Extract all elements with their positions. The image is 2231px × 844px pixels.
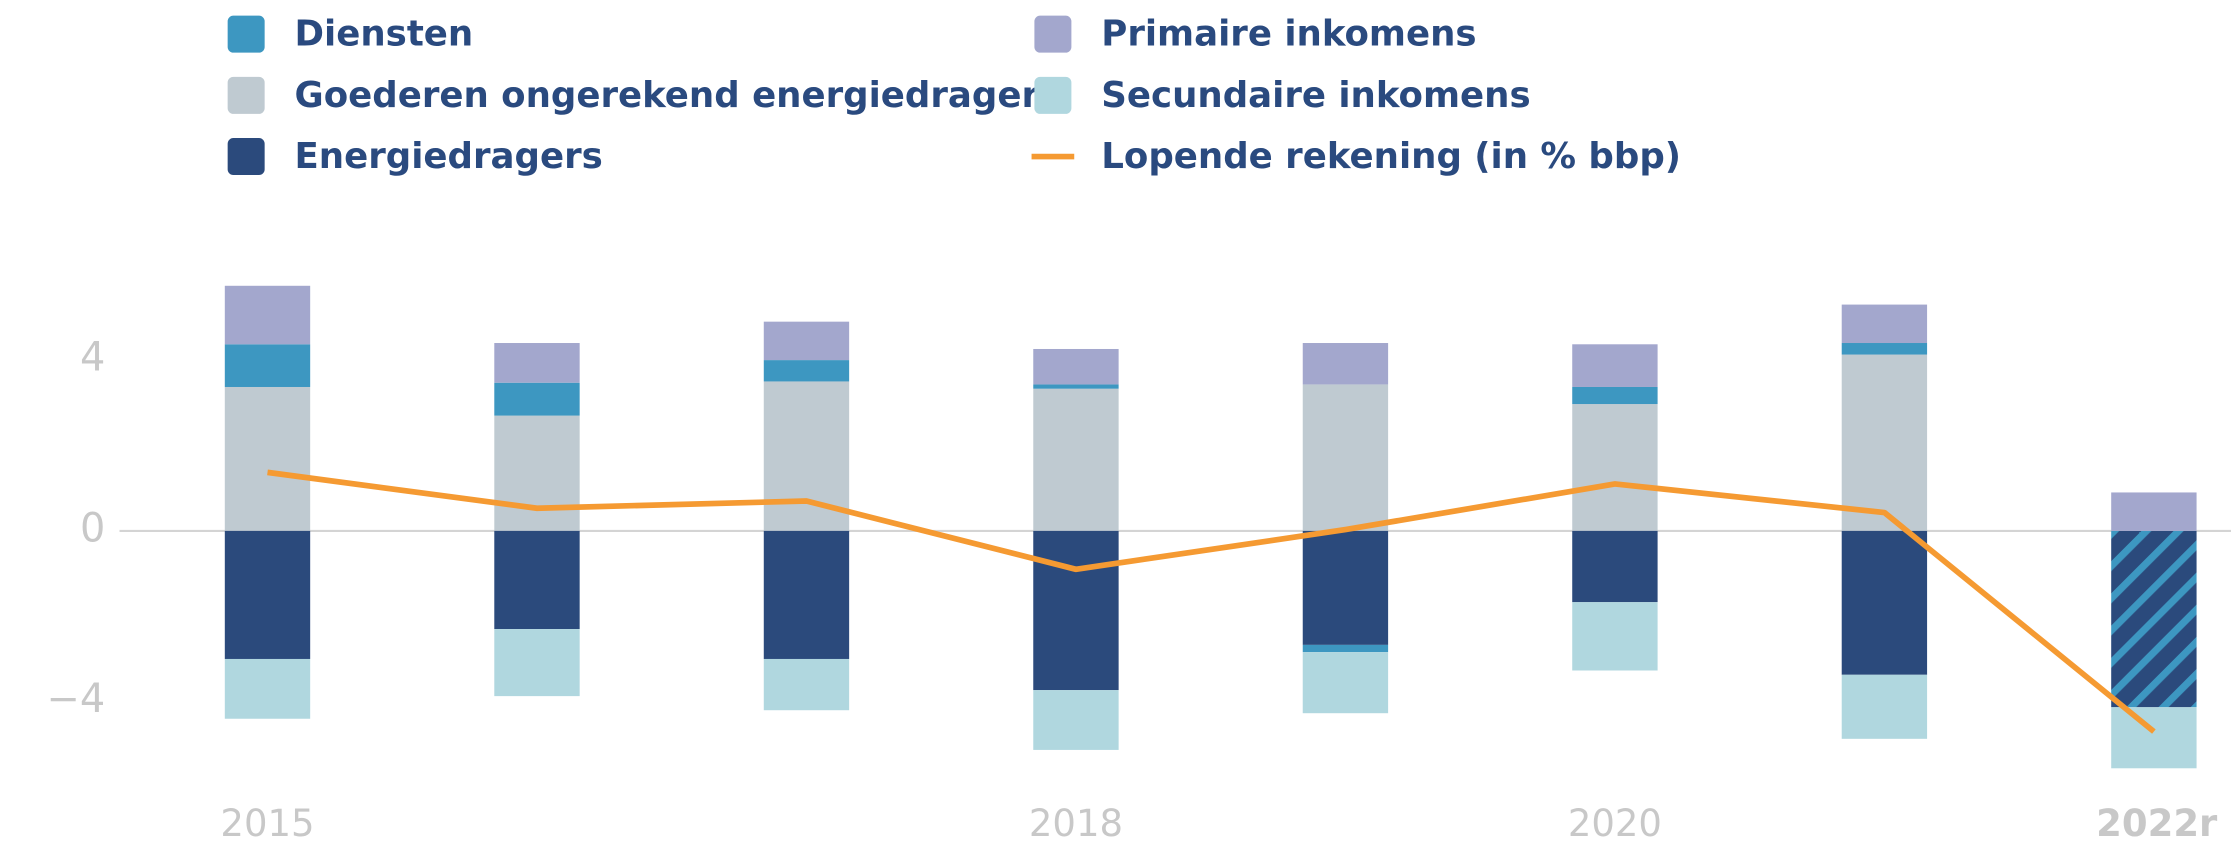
bar-segment [224,658,311,719]
bar-segment [1033,384,1119,389]
y-tick-label: −4 [47,676,106,722]
bar-segment [763,360,850,382]
bar-segment [224,530,311,659]
bar-segment [1033,388,1119,531]
bar-segment [1033,348,1119,385]
bar-segment [1841,530,1928,675]
bar-segment [1033,690,1119,750]
bar-segment [1572,404,1658,531]
bar-segment [2111,707,2197,769]
line-series [267,469,2156,734]
y-tick-label: 4 [80,335,105,381]
legend-swatch [1034,15,1072,53]
legend-swatch [227,15,265,53]
bar-segment [494,382,580,416]
bar-segment [1302,384,1389,531]
bar-segment [763,321,850,361]
bar-segment [1033,530,1119,691]
legend-label: Energiedragers [295,136,603,177]
y-tick-label: 0 [80,505,105,551]
bar-segment [1572,386,1658,405]
bar-segment [1302,644,1389,653]
x-tick-label: 2015 [220,802,314,844]
bar-segment [1302,530,1389,645]
bar-segment [1841,343,1928,355]
x-tick-label: 2022r [2096,802,2218,844]
x-tick-label: 2020 [1568,802,1662,844]
legend-label: Primaire inkomens [1101,14,1476,55]
bar-segment [763,530,850,659]
bar-segment [494,530,580,630]
legend-label: Lopende rekening (in % bbp) [1101,136,1681,177]
bar-segment [224,344,311,387]
legend-label: Diensten [295,14,474,55]
bar-segment [494,629,580,697]
bar-segment [1841,304,1928,344]
bar-segment [1841,354,1928,531]
bar-segment [224,386,311,531]
bar-segment [494,415,580,531]
bar-segment [2111,530,2197,708]
bar-segment [1572,602,1658,671]
legend-swatch [1034,76,1072,114]
legend-swatch [227,138,265,176]
bar-segment [763,658,850,711]
bar-segment [1572,530,1658,603]
bar-segment [224,285,311,345]
legend-swatch [227,76,265,114]
bar-segment [1841,674,1928,739]
bar-segment [1302,652,1389,714]
x-tick-label: 2018 [1029,802,1123,844]
bar-segment [2111,492,2197,531]
bar-segment [1302,343,1389,385]
bar-segment [1572,344,1658,387]
legend-label: Goederen ongerekend energiedragers [295,75,1061,116]
bar-segment [494,343,580,383]
legend-label: Secundaire inkomens [1101,75,1530,116]
